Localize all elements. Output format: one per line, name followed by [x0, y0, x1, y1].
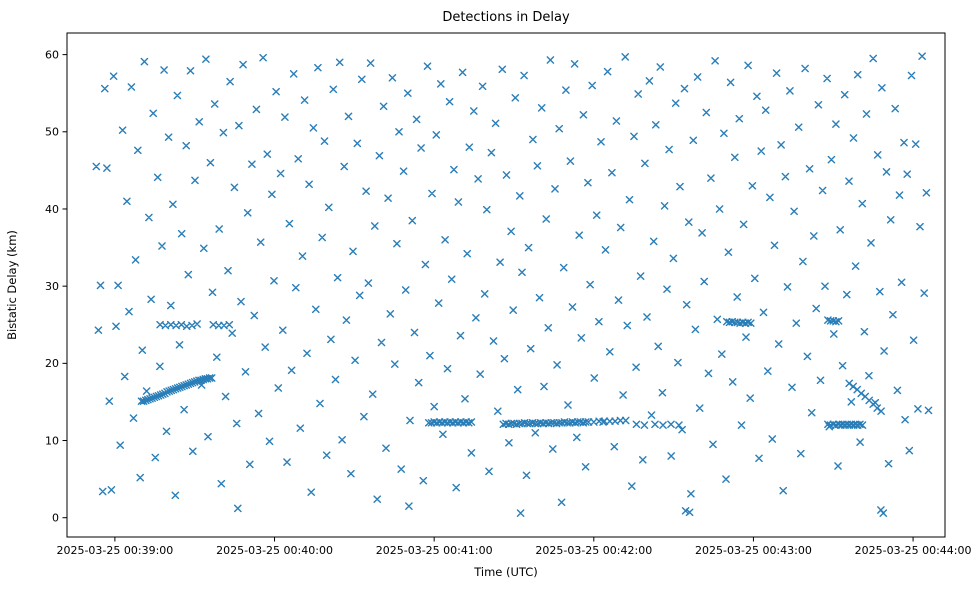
x-tick-label: 2025-03-25 00:41:00 — [376, 544, 493, 557]
y-axis-ticks: 0 10 20 30 40 50 60 — [45, 49, 67, 525]
scatter-marker-path — [92, 52, 933, 517]
y-tick-label: 0 — [52, 512, 59, 525]
x-tick-label: 2025-03-25 00:39:00 — [56, 544, 173, 557]
plot-border — [66, 32, 946, 538]
plot-background — [67, 33, 945, 537]
chart-title: Detections in Delay — [442, 10, 570, 25]
y-tick-label: 20 — [45, 357, 59, 370]
scatter-points — [92, 52, 933, 517]
x-axis-label: Time (UTC) — [473, 565, 538, 579]
x-tick-label: 2025-03-25 00:43:00 — [695, 544, 812, 557]
x-tick-label: 2025-03-25 00:40:00 — [216, 544, 333, 557]
y-tick-label: 30 — [45, 280, 59, 293]
y-tick-label: 50 — [45, 126, 59, 139]
y-tick-label: 10 — [45, 434, 59, 447]
y-axis-label: Bistatic Delay (km) — [5, 230, 19, 340]
y-tick-label: 60 — [45, 49, 59, 62]
y-tick-label: 40 — [45, 203, 59, 216]
x-axis-ticks: 2025-03-25 00:39:00 2025-03-25 00:40:00 20… — [56, 537, 971, 557]
x-tick-label: 2025-03-25 00:42:00 — [535, 544, 652, 557]
x-tick-label: 2025-03-25 00:44:00 — [855, 544, 972, 557]
